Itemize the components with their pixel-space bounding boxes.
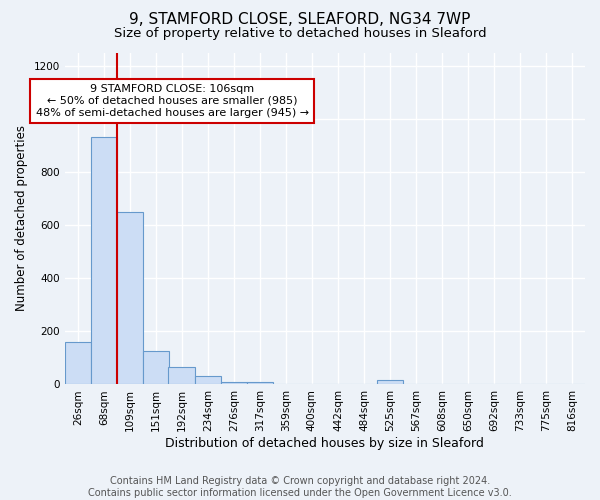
Y-axis label: Number of detached properties: Number of detached properties xyxy=(15,126,28,312)
Bar xyxy=(221,382,247,384)
Text: Contains HM Land Registry data © Crown copyright and database right 2024.
Contai: Contains HM Land Registry data © Crown c… xyxy=(88,476,512,498)
X-axis label: Distribution of detached houses by size in Sleaford: Distribution of detached houses by size … xyxy=(166,437,484,450)
Bar xyxy=(169,367,195,384)
Bar xyxy=(91,138,117,384)
Bar xyxy=(65,342,91,384)
Bar xyxy=(116,212,143,384)
Text: 9 STAMFORD CLOSE: 106sqm
← 50% of detached houses are smaller (985)
48% of semi-: 9 STAMFORD CLOSE: 106sqm ← 50% of detach… xyxy=(35,84,309,117)
Bar xyxy=(377,380,403,384)
Bar xyxy=(195,376,221,384)
Text: 9, STAMFORD CLOSE, SLEAFORD, NG34 7WP: 9, STAMFORD CLOSE, SLEAFORD, NG34 7WP xyxy=(130,12,470,28)
Bar xyxy=(247,382,273,384)
Text: Size of property relative to detached houses in Sleaford: Size of property relative to detached ho… xyxy=(113,28,487,40)
Bar xyxy=(143,352,169,384)
